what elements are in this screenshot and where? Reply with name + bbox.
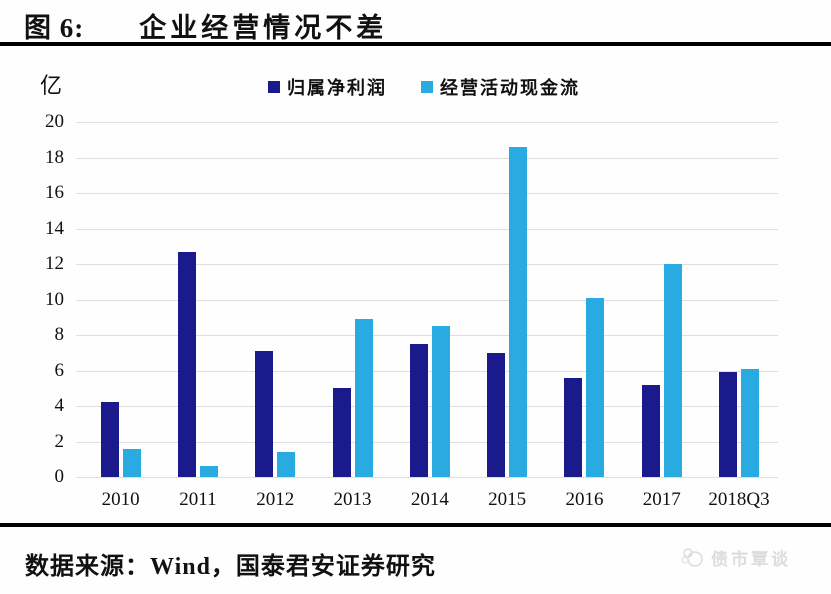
bar-cash-flow <box>277 452 296 477</box>
legend-item-net-profit: 归属净利润 <box>268 74 387 100</box>
x-axis-tick-label: 2016 <box>565 489 604 510</box>
y-axis-tick-label: 14 <box>45 217 64 239</box>
figure-header: 图 6: 企业经营情况不差 <box>24 6 387 45</box>
gridline <box>76 193 778 194</box>
footer-divider-rule <box>0 523 831 527</box>
y-axis-tick-label: 12 <box>45 253 64 274</box>
bar-net-profit <box>177 251 196 477</box>
x-axis-tick-label: 2014 <box>410 489 449 510</box>
y-axis-tick-label: 18 <box>45 146 64 168</box>
gridline <box>76 264 778 265</box>
legend-swatch-net-profit-icon <box>268 81 280 93</box>
y-axis-tick-label: 4 <box>54 395 65 416</box>
gridline <box>76 477 778 478</box>
legend-label-net-profit: 归属净利润 <box>287 78 387 98</box>
gridline <box>76 299 778 301</box>
legend-item-cash-flow: 经营活动现金流 <box>421 74 580 100</box>
figure-number-label: 图 6: <box>24 13 85 43</box>
x-axis-tick-label: 2010 <box>101 489 140 510</box>
x-axis-tick-label: 2011 <box>179 489 217 510</box>
bar-net-profit <box>641 384 660 477</box>
bar-cash-flow <box>509 146 528 477</box>
bar-cash-flow <box>741 368 760 477</box>
x-axis-tick-label: 2015 <box>488 489 527 510</box>
y-axis-tick-label: 10 <box>45 288 64 310</box>
bar-cash-flow <box>199 466 218 477</box>
x-axis-tick-label: 2017 <box>642 489 681 510</box>
legend-label-cash-flow: 经营活动现金流 <box>440 78 580 98</box>
bar-net-profit <box>487 352 506 477</box>
legend-swatch-cash-flow-icon <box>421 81 433 93</box>
gridline <box>76 335 778 336</box>
y-axis-tick-label: 8 <box>54 324 65 345</box>
gridline <box>76 157 778 159</box>
bar-net-profit <box>332 388 351 477</box>
bar-cash-flow <box>122 448 141 477</box>
data-source-caption: 数据来源：Wind，国泰君安证券研究 <box>25 554 436 580</box>
bar-net-profit <box>719 372 738 477</box>
x-axis-tick-label: 2018Q3 <box>708 489 770 510</box>
y-axis-tick-label: 6 <box>54 359 65 381</box>
y-axis-tick-label: 20 <box>45 111 64 132</box>
bar-cash-flow <box>354 319 373 477</box>
gridline <box>76 228 778 230</box>
gridline <box>76 122 778 123</box>
y-axis-tick-label: 2 <box>54 430 65 452</box>
bar-cash-flow <box>586 297 605 477</box>
bar-net-profit <box>564 377 583 477</box>
bar-net-profit <box>100 402 119 477</box>
x-axis-tick-label: 2012 <box>256 489 295 510</box>
figure-title: 企业经营情况不差 <box>139 13 388 43</box>
bar-net-profit <box>409 343 428 477</box>
x-axis-tick-label: 2013 <box>333 489 372 510</box>
bar-cash-flow <box>663 264 682 477</box>
watermark: 债市覃谈 <box>680 545 791 570</box>
bar-net-profit <box>255 350 274 477</box>
y-axis-tick-label: 16 <box>45 182 64 203</box>
panda-logo-icon <box>681 547 703 567</box>
title-divider-rule <box>0 42 831 46</box>
bar-cash-flow <box>431 326 450 477</box>
bar-chart: 亿 归属净利润 经营活动现金流 0 2 4 6 8 10 12 14 16 18 20 2010 201… <box>0 50 831 520</box>
y-axis-unit-label: 亿 <box>40 73 63 98</box>
watermark-text: 债市覃谈 <box>711 550 791 569</box>
y-axis-tick-label: 0 <box>54 466 65 487</box>
chart-legend: 归属净利润 经营活动现金流 <box>268 74 580 100</box>
